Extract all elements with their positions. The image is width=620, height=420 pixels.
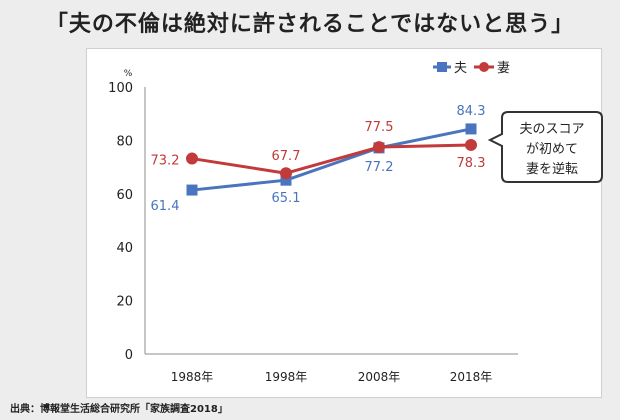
data-point-wife	[465, 138, 477, 151]
y-tick-label: 100	[108, 81, 133, 96]
x-tick-label: 1998年	[265, 370, 308, 384]
legend-label-wife: 妻	[497, 61, 510, 76]
data-point-wife	[186, 152, 198, 165]
legend-label-husband: 夫	[454, 61, 467, 76]
data-label-wife: 77.5	[365, 120, 394, 135]
x-tick-label: 2018年	[450, 370, 493, 384]
callout-text-line: が初めて	[526, 142, 578, 157]
data-point-wife	[373, 141, 385, 154]
data-label-husband: 61.4	[151, 199, 180, 214]
x-tick-label: 1988年	[171, 370, 214, 384]
data-point-husband	[465, 123, 477, 135]
y-tick-label: 40	[116, 241, 133, 256]
y-tick-label: 80	[116, 134, 133, 149]
x-tick-label: 2008年	[358, 370, 401, 384]
data-point-husband	[186, 184, 198, 196]
y-tick-label: 0	[125, 348, 133, 363]
data-point-wife	[280, 167, 292, 180]
data-label-wife: 73.2	[151, 154, 180, 169]
page-title: 「夫の不倫は絶対に許されることではないと思う」	[45, 12, 575, 37]
data-label-wife: 67.7	[272, 149, 301, 164]
data-label-husband: 84.3	[457, 104, 486, 119]
series-line-wife	[191, 143, 472, 175]
callout-text-line: 妻を逆転	[526, 161, 578, 177]
legend-marker-wife	[479, 62, 489, 72]
data-label-husband: 65.1	[272, 191, 301, 206]
y-tick-label: 60	[116, 188, 133, 203]
data-label-husband: 77.2	[365, 160, 394, 175]
y-tick-label: 20	[116, 295, 133, 310]
data-point-husband	[280, 174, 292, 186]
chart-panel	[86, 48, 602, 398]
callout-text-line: 夫のスコア	[519, 122, 584, 137]
series-line-husband	[191, 127, 472, 192]
source-note: 出典：博報堂生活総合研究所「家族調査2018」	[10, 404, 228, 415]
legend-marker-husband	[437, 62, 447, 72]
callout-bubble	[487, 111, 603, 183]
y-axis-unit: %	[124, 69, 133, 79]
data-label-wife: 78.3	[457, 156, 486, 171]
